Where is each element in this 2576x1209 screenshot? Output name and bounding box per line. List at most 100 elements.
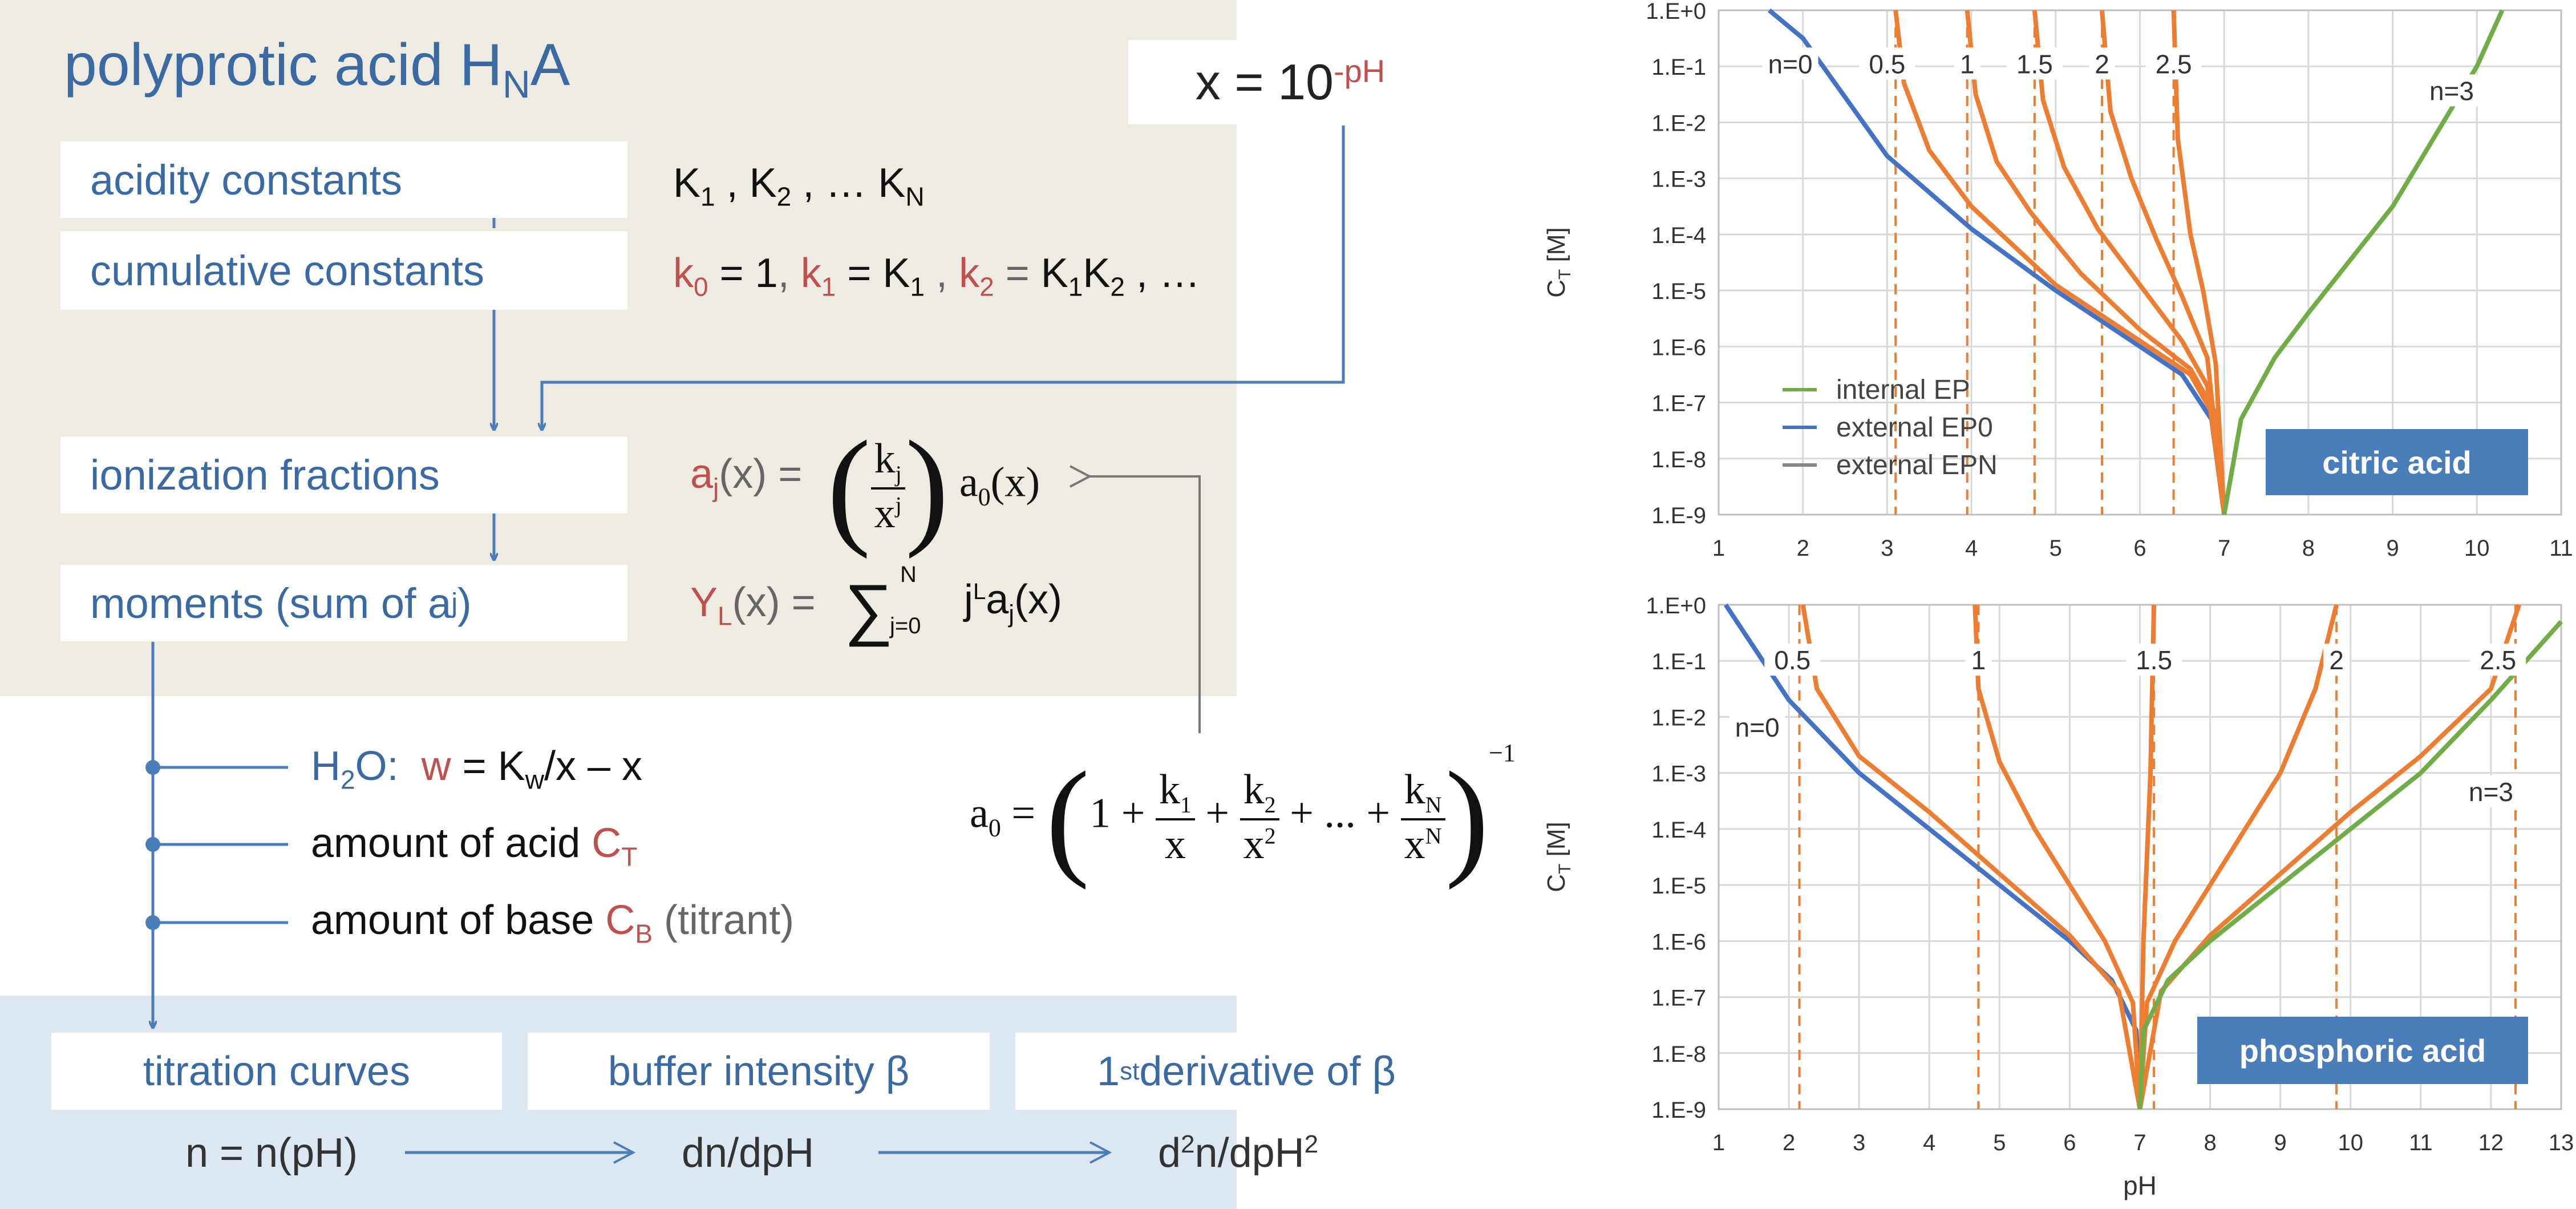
diagram-title: polyprotic acid HNA: [64, 32, 570, 106]
series-line-2: [2137, 604, 2339, 1110]
y-tick-label: 1.E-9: [1651, 503, 1706, 528]
x-tick-label: 7: [2218, 536, 2230, 561]
curve-label: 2.5: [2480, 645, 2516, 675]
curve-label-bg: [2323, 644, 2350, 676]
ionization-fraction-formula-rhs: (kj xj) a0(x): [827, 414, 1040, 559]
curve-label: n=0: [1735, 713, 1780, 742]
sum-symbol: ∑: [844, 571, 893, 647]
titration-function: n = n(pH): [185, 1130, 358, 1176]
x-tick-label: 7: [2133, 1130, 2146, 1155]
first-derivative-function: dn/dpH: [682, 1130, 815, 1176]
series-line-n=3: [2222, 9, 2505, 515]
series-line-1.5: [2032, 10, 2227, 515]
curve-label: 1: [1960, 49, 1975, 79]
citric-acid-tag: citric acid: [2266, 429, 2528, 495]
curve-label: 0.5: [1869, 49, 1905, 79]
cumulative-constants-box: cumulative constants: [60, 231, 627, 310]
y-tick-label: 1.E-6: [1651, 929, 1706, 955]
x-tick-label: 2: [1797, 536, 1809, 561]
x-tick-label: 13: [2549, 1130, 2574, 1155]
x-tick-label: 4: [1965, 536, 1978, 561]
legend-item-external-n: external EPN: [1783, 446, 1998, 484]
series-line-2: [2100, 10, 2227, 515]
curve-label-bg: [1762, 47, 1818, 80]
series-line-1: [1965, 10, 2227, 515]
y-tick-label: 1.E-8: [1651, 1042, 1706, 1067]
y-tick-label: 1.E-8: [1651, 447, 1706, 472]
y-tick-label: 1.E-1: [1651, 55, 1706, 80]
y-tick-label: 1.E-7: [1651, 986, 1706, 1011]
curve-label: n=0: [1768, 49, 1813, 79]
y-tick-label: 1.E-6: [1651, 335, 1706, 360]
curve-label: 2.5: [2156, 49, 2192, 79]
curve-label-bg: [2006, 47, 2063, 80]
x-tick-label: 6: [2133, 536, 2146, 561]
x-tick-label: 6: [2063, 1130, 2076, 1155]
phosphoric-acid-tag: phosphoric acid: [2197, 1017, 2528, 1084]
curve-label-bg: [2423, 74, 2480, 107]
x-tick-label: 8: [2302, 536, 2315, 561]
curve-label-bg: [2089, 47, 2116, 80]
curve-label-bg: [2145, 47, 2202, 80]
curve-label-bg: [2470, 644, 2526, 676]
y-tick-label: 1.E-5: [1651, 279, 1706, 304]
y-tick-label: 1.E+0: [1646, 593, 1706, 618]
acidity-constants-box: acidity constants: [60, 141, 627, 218]
x-tick-label: 1: [1712, 536, 1725, 561]
x-tick-label: 5: [2050, 536, 2062, 561]
y-tick-label: 1.E-4: [1651, 223, 1706, 248]
series-line-2.5: [2171, 10, 2227, 515]
series-line-0.5: [1893, 10, 2227, 515]
y-axis-label: CT [M]: [1542, 227, 1574, 297]
x-definition-box: x = 10 -pH: [1128, 40, 1452, 124]
acid-amount-input: amount of acid CT: [311, 820, 638, 872]
legend-item-external-0: external EP0: [1783, 409, 1998, 446]
series-line-n=0: [1768, 8, 2227, 515]
x-tick-label: 2: [1783, 1130, 1795, 1155]
ionization-fraction-formula-lhs: aj(x) =: [690, 451, 803, 503]
y-tick-label: 1.E-5: [1651, 874, 1706, 899]
series-line-n=0: [1723, 603, 2142, 1110]
sum-lower-limit: j=0: [890, 613, 921, 638]
x-tick-label: 1: [1712, 1130, 1725, 1155]
curve-label-bg: [1859, 47, 1915, 80]
series-line-1.5: [2137, 604, 2157, 1110]
x-tick-label: 3: [1881, 536, 1893, 561]
curve-label-bg: [1965, 644, 1992, 676]
cumulative-constants-formula: k0 = 1, k1 = K1 , k2 = K1K2 , …: [673, 250, 1200, 302]
x-tick-label: 12: [2478, 1130, 2504, 1155]
y-tick-label: 1.E-1: [1651, 649, 1706, 674]
ionization-fractions-box: ionization fractions: [60, 436, 627, 513]
x-tick-label: 11: [2409, 1130, 2433, 1155]
y-axis-label: CT [M]: [1542, 822, 1574, 892]
curve-label: 1.5: [2016, 49, 2053, 79]
chart-1: 1.E+0 1.E-1 1.E-2 1.E-3 1.E-4 1.E-5 1.E-6 1.E-7…: [1542, 593, 2574, 1200]
curve-label: 1.5: [2136, 645, 2172, 675]
sum-upper-limit: N: [900, 562, 917, 587]
x-axis-label: pH: [2123, 1171, 2157, 1200]
series-line-n=3: [2137, 620, 2563, 1110]
x-tick-label: 10: [2464, 536, 2490, 561]
moments-formula: YL(x) =: [690, 580, 816, 631]
curve-label-bg: [1764, 644, 1821, 676]
y-tick-label: 1.E-2: [1651, 111, 1706, 136]
x-tick-label: 5: [1993, 1130, 2006, 1155]
curve-label-bg: [1729, 711, 1785, 743]
curve-label: 1: [1971, 645, 1986, 675]
moments-summand: jLaj(x): [964, 577, 1063, 628]
series-line-0.5: [1800, 604, 2142, 1110]
y-tick-label: 1.E-3: [1651, 167, 1706, 192]
curve-label: 0.5: [1774, 645, 1811, 675]
legend-item-internal: internal EP: [1783, 371, 1998, 409]
titration-curves-box: titration curves: [51, 1033, 502, 1110]
curve-label-bg: [1954, 47, 1980, 80]
y-tick-label: 1.E+0: [1646, 0, 1706, 24]
buffer-intensity-box: buffer intensity β: [528, 1033, 990, 1110]
curve-label: n=3: [2469, 777, 2513, 807]
curve-label: n=3: [2429, 76, 2474, 106]
x-tick-label: 10: [2338, 1130, 2364, 1155]
plot-frame: [1718, 9, 2562, 516]
water-input: H2O: w = Kw/x – x: [311, 743, 642, 795]
moments-box: moments (sum of a j): [60, 565, 627, 641]
